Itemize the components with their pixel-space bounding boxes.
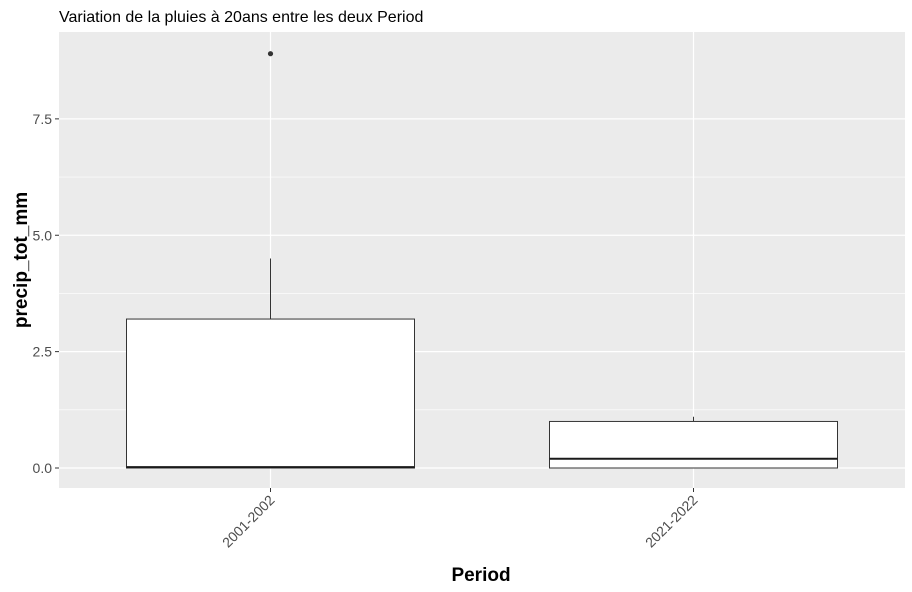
- boxes: [126, 51, 838, 469]
- x-tick-label: 2021-2022: [642, 492, 701, 551]
- x-tick-label: 2001-2002: [219, 492, 278, 551]
- chart-title: Variation de la pluies à 20ans entre les…: [59, 9, 423, 26]
- box-body: [126, 318, 415, 469]
- x-axis-title: Period: [451, 565, 510, 586]
- y-axis-title: precip_tot_mm: [11, 192, 32, 328]
- y-tick-label: 5.0: [33, 227, 53, 243]
- y-tick-label: 7.5: [33, 111, 53, 127]
- y-tick-label: 0.0: [33, 460, 53, 476]
- box-2001-2002: [126, 51, 415, 469]
- y-tick-label: 2.5: [33, 344, 53, 360]
- x-axis-ticks: 2001-2002 2021-2022: [219, 488, 701, 550]
- box-2021-2022: [549, 416, 838, 469]
- outlier-point: [267, 51, 274, 57]
- y-axis-ticks: 0.0 2.5 5.0 7.5: [33, 111, 59, 476]
- box-body: [549, 420, 838, 469]
